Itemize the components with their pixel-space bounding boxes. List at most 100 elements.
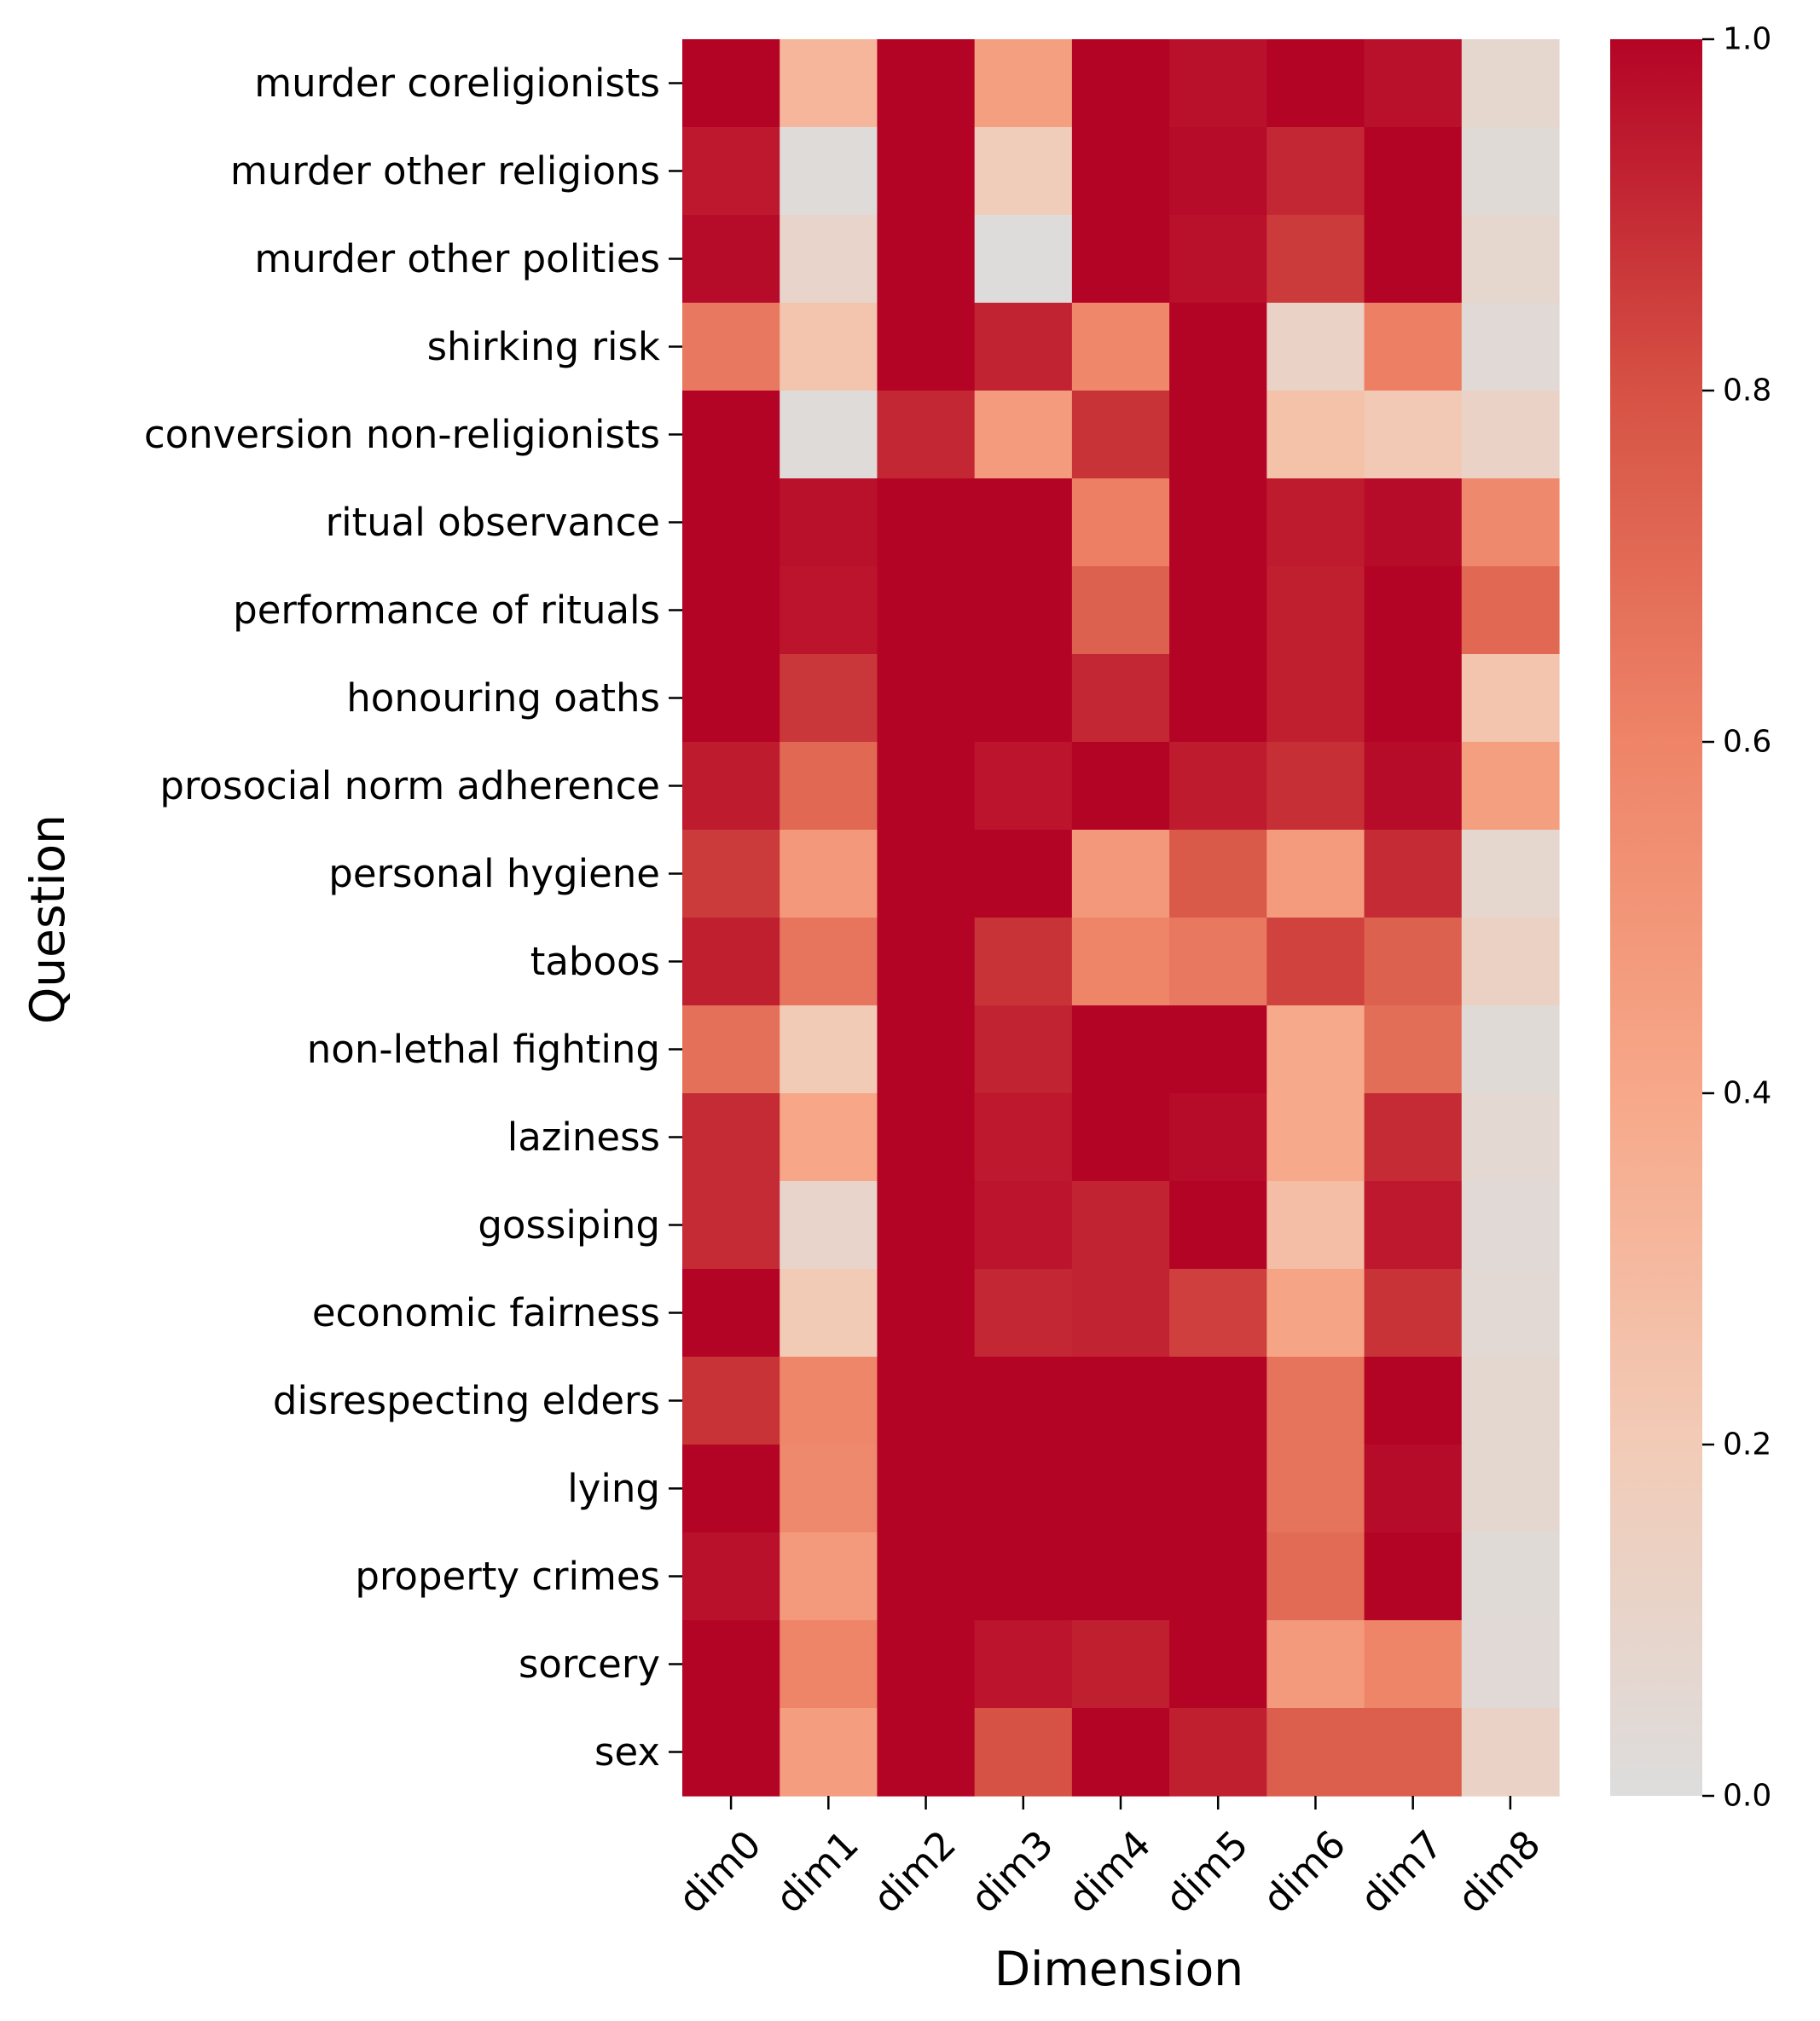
heatmap-cell: [877, 39, 976, 128]
heatmap-cell: [1266, 303, 1365, 391]
colorbar-tick-label: 0.8: [1723, 374, 1771, 408]
y-tick-label: laziness: [507, 1115, 660, 1160]
heatmap-cell: [877, 1532, 976, 1621]
heatmap-cell: [974, 830, 1073, 918]
heatmap-cell: [1266, 1532, 1365, 1621]
heatmap-cell: [1169, 391, 1267, 479]
heatmap-cell: [1071, 1708, 1170, 1797]
y-tick-label: disrespecting elders: [273, 1378, 660, 1423]
heatmap-cell: [877, 478, 976, 567]
y-tick-label: sex: [594, 1729, 660, 1775]
heatmap-cell: [780, 1269, 878, 1358]
heatmap-cell: [1169, 830, 1267, 918]
heatmap-cell: [1266, 1269, 1365, 1358]
heatmap-cell: [1364, 127, 1463, 216]
heatmap-cell: [1169, 742, 1267, 831]
heatmap-cell: [1266, 391, 1365, 479]
heatmap-cell: [1266, 654, 1365, 743]
heatmap-cell: [877, 127, 976, 216]
heatmap-cell: [682, 478, 780, 567]
heatmap-cell: [1169, 478, 1267, 567]
heatmap-cell: [780, 39, 878, 128]
heatmap-cell: [1169, 1532, 1267, 1621]
heatmap-cell: [1071, 1269, 1170, 1358]
heatmap-cell: [1266, 478, 1365, 567]
heatmap-cell: [1169, 1005, 1267, 1094]
heatmap-cell: [1169, 303, 1267, 391]
heatmap-cell: [682, 1181, 780, 1270]
y-tick-label: non-lethal fighting: [307, 1027, 660, 1072]
heatmap-cell: [1169, 566, 1267, 655]
heatmap-cell: [1169, 215, 1267, 304]
heatmap-cell: [1266, 918, 1365, 1006]
y-tick-label: shirking risk: [427, 324, 660, 369]
heatmap-cell: [877, 566, 976, 655]
heatmap-cell: [1169, 39, 1267, 128]
heatmap-cell: [780, 1181, 878, 1270]
heatmap-cell: [1461, 127, 1560, 216]
heatmap-cell: [1461, 918, 1560, 1006]
heatmap-cell: [682, 1005, 780, 1094]
heatmap-cell: [877, 1269, 976, 1358]
heatmap-cell: [877, 1005, 976, 1094]
heatmap-cell: [1266, 39, 1365, 128]
heatmap-cell: [877, 742, 976, 831]
heatmap-cell: [1071, 1093, 1170, 1182]
heatmap-cell: [1364, 1005, 1463, 1094]
heatmap-cell: [1461, 566, 1560, 655]
heatmap-cell: [780, 1620, 878, 1709]
heatmap-cell: [1266, 1620, 1365, 1709]
heatmap-cell: [877, 1181, 976, 1270]
heatmap-cell: [780, 742, 878, 831]
colorbar-tick-label: 1.0: [1723, 22, 1771, 57]
y-tick-label: sorcery: [519, 1642, 660, 1687]
heatmap-cell: [974, 566, 1073, 655]
heatmap-cell: [1364, 1445, 1463, 1533]
heatmap-cell: [682, 1093, 780, 1182]
heatmap-cell: [780, 478, 878, 567]
heatmap-cell: [1071, 478, 1170, 567]
heatmap-cell: [1071, 1532, 1170, 1621]
heatmap-cell: [1169, 1445, 1267, 1533]
y-tick-label: murder other religions: [230, 148, 660, 194]
heatmap-cell: [682, 1532, 780, 1621]
heatmap-cell: [1266, 566, 1365, 655]
colorbar-ticks: 0.0 0.2 0.4 0.6 0.8 1.0: [1702, 22, 1771, 1814]
heatmap-cell: [1071, 303, 1170, 391]
heatmap-cell: [780, 1357, 878, 1445]
y-tick-label: performance of rituals: [233, 588, 660, 633]
heatmap-cell: [1266, 1357, 1365, 1445]
heatmap-cell: [682, 303, 780, 391]
heatmap-cell: [780, 830, 878, 918]
x-tick-label: dim6: [1254, 1821, 1354, 1922]
heatmap-cell: [1364, 303, 1463, 391]
heatmap-cell: [1461, 39, 1560, 128]
colorbar: [1610, 39, 1702, 1796]
heatmap-cell: [1461, 1005, 1560, 1094]
heatmap-cell: [1169, 1093, 1267, 1182]
heatmap-cell: [682, 1269, 780, 1358]
x-tick-label: dim0: [669, 1821, 770, 1922]
x-tick-label: dim7: [1351, 1821, 1452, 1922]
heatmap-cell: [974, 1620, 1073, 1709]
heatmap-cell: [877, 830, 976, 918]
heatmap-cell: [1461, 1445, 1560, 1533]
heatmap-cell: [780, 127, 878, 216]
heatmap-cell: [1461, 1532, 1560, 1621]
y-tick-label: prosocial norm adherence: [159, 763, 660, 808]
y-axis-ticks: murder coreligionists murder other religi…: [144, 61, 682, 1775]
heatmap-cell: [877, 391, 976, 479]
heatmap-cell: [1169, 1181, 1267, 1270]
heatmap-cell: [1364, 918, 1463, 1006]
heatmap-cell: [974, 1445, 1073, 1533]
heatmap-cell: [682, 39, 780, 128]
heatmap-cell: [1461, 1269, 1560, 1358]
heatmap-cell: [1266, 127, 1365, 216]
heatmap-cell: [682, 742, 780, 831]
heatmap-cell: [1364, 742, 1463, 831]
heatmap-cell: [780, 1532, 878, 1621]
heatmap-cell: [974, 1532, 1073, 1621]
heatmap-cell: [1364, 391, 1463, 479]
heatmap-cell: [1071, 39, 1170, 128]
